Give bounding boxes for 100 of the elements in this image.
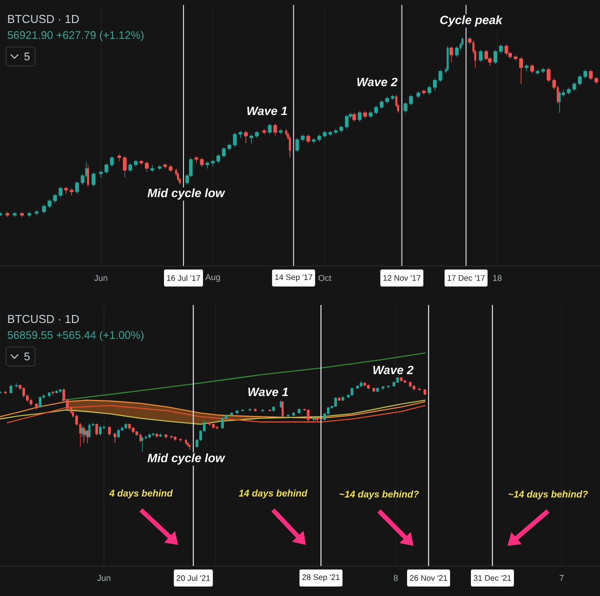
chart-subtitle: 56921.90 +627.79 (+1.12%) <box>8 30 144 42</box>
candlestick <box>156 432 158 438</box>
candlestick <box>212 423 215 429</box>
ref-line-label: 12 Nov '17 <box>383 275 420 281</box>
candlestick <box>170 435 173 439</box>
candlestick <box>338 396 341 402</box>
x-tick-label: Oct <box>318 274 332 281</box>
candlestick <box>82 426 85 444</box>
candlestick <box>292 412 295 416</box>
candlestick <box>306 408 310 423</box>
candlestick <box>114 432 116 444</box>
candlestick <box>268 408 272 412</box>
ref-line-label: 26 Nov '21 <box>410 575 448 581</box>
candlestick <box>230 412 233 416</box>
candlestick <box>5 211 10 218</box>
candlestick <box>272 406 275 412</box>
x-tick-label: 7 <box>560 575 564 581</box>
candlestick <box>34 210 39 216</box>
candlestick <box>363 382 366 387</box>
candlestick <box>400 376 403 382</box>
candlestick <box>392 381 396 387</box>
candlestick <box>241 408 244 412</box>
candlestick <box>108 425 111 436</box>
candlestick <box>58 388 62 393</box>
x-tick-label: 18 <box>493 274 502 281</box>
x-tick-label: Jun <box>97 575 110 581</box>
candlestick <box>148 432 151 439</box>
candlestick <box>416 90 420 98</box>
candlestick <box>412 384 416 391</box>
candlestick <box>152 432 155 436</box>
candlestick <box>261 408 264 412</box>
x-tick-label: Aug <box>205 274 220 282</box>
candlestick <box>312 416 315 422</box>
annotation: 5 <box>24 52 30 60</box>
candlestick <box>159 432 162 438</box>
candlestick <box>295 138 300 152</box>
candlestick <box>382 386 384 390</box>
candlestick <box>38 396 42 408</box>
text: Wave 2 <box>373 366 414 374</box>
candlestick <box>95 423 98 436</box>
candlestick <box>278 128 283 134</box>
text: 5 <box>24 352 30 360</box>
x-tick-label: 8 <box>394 574 398 581</box>
candlestick <box>84 429 87 438</box>
candlestick <box>134 159 138 167</box>
candlestick <box>86 429 89 444</box>
candlestick <box>174 436 176 441</box>
candlestick <box>376 387 379 392</box>
candlestick <box>98 425 102 436</box>
candlestick <box>164 434 168 439</box>
text: 4 days behind <box>109 490 173 498</box>
candlestick <box>530 64 534 74</box>
x-tick-label: Jun <box>94 275 108 281</box>
candlestick <box>88 423 90 438</box>
annotation: Mid cycle low <box>148 188 226 200</box>
candlestick <box>478 49 483 62</box>
candlestick <box>262 128 266 134</box>
candlestick <box>312 138 316 144</box>
candlestick <box>408 381 412 388</box>
candlestick <box>55 389 58 394</box>
candlestick <box>273 123 278 136</box>
ref-line-label: 17 Dec '17 <box>448 275 485 281</box>
candlestick <box>216 425 218 430</box>
candlestick <box>128 162 132 172</box>
candlestick <box>350 387 354 396</box>
candlestick <box>546 67 551 82</box>
candlestick <box>244 130 248 144</box>
candlestick <box>504 44 508 56</box>
candlestick <box>179 438 182 442</box>
candlestick <box>139 434 142 442</box>
candlestick <box>450 46 454 62</box>
candlestick <box>117 154 122 162</box>
candlestick <box>158 164 162 170</box>
candlestick <box>208 422 212 426</box>
candlestick <box>150 164 154 172</box>
candlestick <box>282 400 284 417</box>
candlestick <box>132 426 134 434</box>
candlestick <box>92 172 96 187</box>
candlestick <box>185 438 188 445</box>
candlestick <box>128 423 131 430</box>
candlestick <box>35 402 38 410</box>
text: ~14 days behind? <box>508 490 588 500</box>
candlestick <box>188 444 191 450</box>
candlestick <box>141 436 144 452</box>
candlestick <box>81 425 84 438</box>
candlestick <box>221 417 224 429</box>
candlestick <box>30 398 32 406</box>
candlestick <box>367 384 370 390</box>
chart-title: BTCUSD · 1D <box>8 314 79 324</box>
candlestick <box>358 110 362 122</box>
candlestick <box>424 388 426 396</box>
candlestick <box>317 134 322 142</box>
ref-line-label: 16 Jul '17 <box>167 275 200 281</box>
candlestick <box>387 384 390 388</box>
candlestick <box>418 387 421 391</box>
candlestick <box>390 94 394 100</box>
candlestick <box>314 417 317 421</box>
candlestick <box>298 408 300 414</box>
chart-subtitle: 56859.55 +565.44 (+1.00%) <box>8 330 144 342</box>
candlestick <box>422 88 426 95</box>
